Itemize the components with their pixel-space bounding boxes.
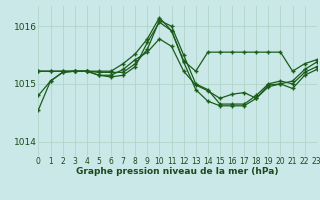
X-axis label: Graphe pression niveau de la mer (hPa): Graphe pression niveau de la mer (hPa) [76, 167, 279, 176]
